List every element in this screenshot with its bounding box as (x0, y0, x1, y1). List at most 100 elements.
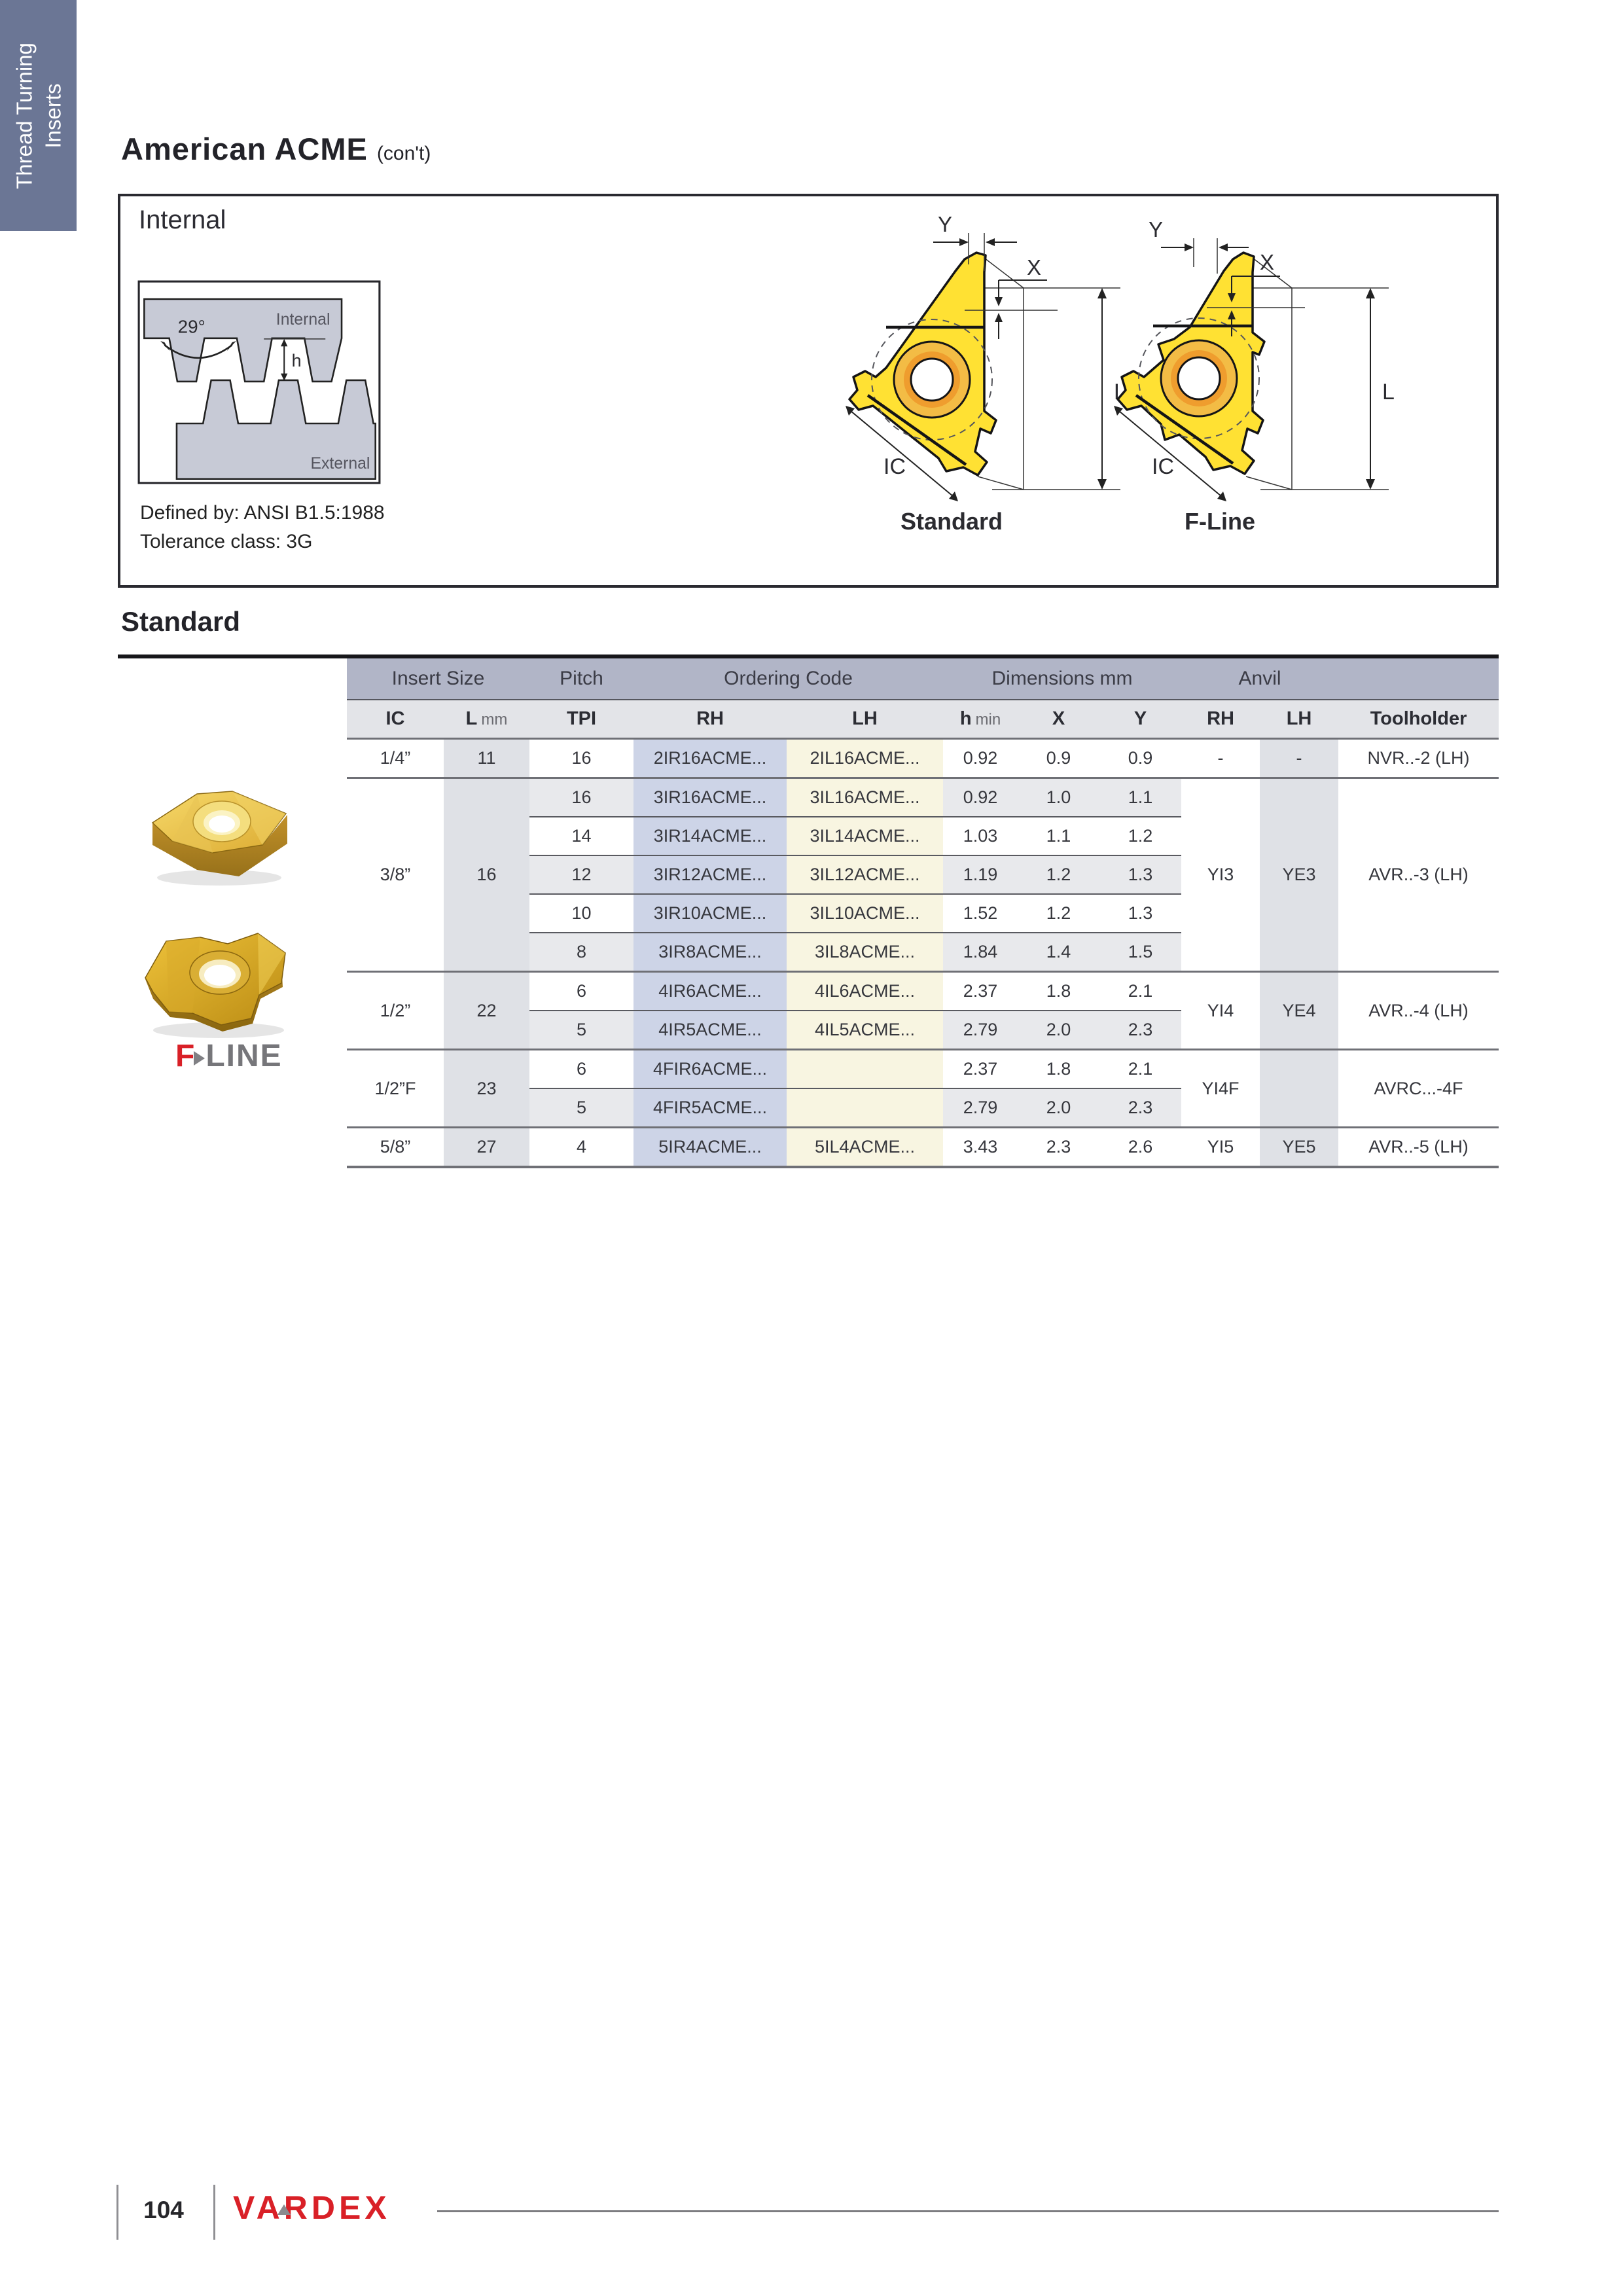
dim-l-label: L (1382, 380, 1395, 404)
cell-anvil-rh: YI4F (1181, 1049, 1260, 1128)
footer-divider-left (116, 2185, 118, 2240)
cell-y: 2.3 (1099, 1010, 1182, 1050)
chapter-tab-line2: Inserts (40, 82, 65, 149)
cell-l: 23 (444, 1049, 530, 1128)
internal-thread-label: Internal (276, 311, 330, 329)
cell-lh-code: 2IL16ACME... (787, 738, 944, 778)
cell-lh-code: 3IL8ACME... (787, 932, 944, 972)
group-header-row: Insert Size Pitch Ordering Code Dimensio… (347, 658, 1499, 700)
tolerance-text: Tolerance class: 3G (140, 531, 313, 552)
standard-insert-diagram: Y X L IC Standard (827, 212, 1141, 581)
cell-y: 1.3 (1099, 893, 1182, 933)
col-header-lh: LH (787, 700, 944, 740)
cell-toolholder: AVRC...-4F (1338, 1049, 1499, 1128)
page-title-sub: (con't) (376, 143, 431, 164)
cell-tpi: 8 (529, 932, 634, 972)
cell-hmin: 2.79 (943, 1088, 1018, 1128)
cell-anvil-rh: - (1181, 738, 1260, 778)
cell-lh-code: 3IL14ACME... (787, 816, 944, 855)
cell-tpi: 12 (529, 855, 634, 894)
group-header-insert-size: Insert Size (347, 658, 530, 700)
cell-y: 2.1 (1099, 971, 1182, 1011)
cell-rh-code: 4IR6ACME... (633, 971, 787, 1011)
cell-anvil-lh (1260, 1049, 1339, 1128)
fline-logo-f: F (175, 1039, 195, 1073)
standard-insert-table: Insert Size Pitch Ordering Code Dimensio… (347, 658, 1499, 1168)
fline-insert-photo (145, 933, 286, 1038)
cell-anvil-lh: YE3 (1260, 777, 1339, 972)
cell-hmin: 1.03 (943, 816, 1018, 855)
cell-toolholder: NVR..-2 (LH) (1338, 738, 1499, 778)
cell-rh-code: 4FIR6ACME... (633, 1049, 787, 1088)
cell-rh-code: 4FIR5ACME... (633, 1088, 787, 1128)
cell-rh-code: 3IR10ACME... (633, 893, 787, 933)
cell-lh-code: 3IL12ACME... (787, 855, 944, 894)
cell-lh-code: 3IL10ACME... (787, 893, 944, 933)
table-row: 14 3IR14ACME... 3IL14ACME... 1.03 1.1 1.… (347, 816, 1499, 855)
section-rule (118, 655, 1499, 658)
standard-definition: Defined by: ANSI B1.5:1988 Tolerance cla… (140, 499, 385, 556)
cell-anvil-lh: YE5 (1260, 1126, 1339, 1168)
cell-x: 1.4 (1018, 932, 1100, 972)
dim-x-label: X (1027, 255, 1041, 279)
cell-x: 1.0 (1018, 777, 1100, 817)
table-row: 3/8” 16 16 3IR16ACME... 3IL16ACME... 0.9… (347, 777, 1499, 972)
cell-lh-code: 4IL6ACME... (787, 971, 944, 1011)
cell-hmin: 2.37 (943, 1049, 1018, 1088)
group-header-pitch: Pitch (529, 658, 634, 700)
angle-label: 29° (178, 317, 205, 337)
cell-anvil-lh: YE4 (1260, 971, 1339, 1050)
cell-rh-code: 3IR14ACME... (633, 816, 787, 855)
col-header-anvil-rh: RH (1181, 700, 1260, 740)
cell-lh-code: 5IL4ACME... (787, 1126, 944, 1168)
cell-hmin: 3.43 (943, 1126, 1018, 1168)
fline-diagram-label: F-Line (1185, 508, 1255, 535)
cell-tpi: 10 (529, 893, 634, 933)
table-row: 5 4IR5ACME... 4IL5ACME... 2.79 2.0 2.3 (347, 1010, 1499, 1050)
cell-toolholder: AVR..-5 (LH) (1338, 1126, 1499, 1168)
group-header-anvil: Anvil (1181, 658, 1339, 700)
table-row: 5 4FIR5ACME... 2.79 2.0 2.3 (347, 1088, 1499, 1128)
cell-tpi: 6 (529, 971, 634, 1011)
cell-hmin: 2.37 (943, 971, 1018, 1011)
dim-ic-label: IC (883, 454, 906, 479)
table-row: 1/2”F 23 6 4FIR6ACME... 2.37 1.8 2.1 YI4… (347, 1049, 1499, 1128)
cell-toolholder: AVR..-3 (LH) (1338, 777, 1499, 972)
cell-lh-code (787, 1049, 944, 1088)
table-row: 12 3IR12ACME... 3IL12ACME... 1.19 1.2 1.… (347, 855, 1499, 894)
cell-rh-code: 2IR16ACME... (633, 738, 787, 778)
cell-y: 0.9 (1099, 738, 1182, 778)
internal-panel: Internal Internal External 29° h Defined… (118, 194, 1499, 588)
fline-insert-diagram: Y X L IC F-Line (1096, 215, 1410, 581)
dim-y-label: Y (1149, 217, 1163, 242)
cell-toolholder: AVR..-4 (LH) (1338, 971, 1499, 1050)
cell-hmin: 0.92 (943, 738, 1018, 778)
cell-tpi: 5 (529, 1088, 634, 1128)
table-row: 1/2” 22 6 4IR6ACME... 4IL6ACME... 2.37 1… (347, 971, 1499, 1050)
cell-tpi: 4 (529, 1126, 634, 1168)
cell-ic: 1/2”F (347, 1049, 444, 1128)
table-row: 5/8” 27 4 5IR4ACME... 5IL4ACME... 3.43 2… (347, 1126, 1499, 1168)
col-header-tpi: TPI (529, 700, 634, 740)
cell-x: 0.9 (1018, 738, 1100, 778)
cell-anvil-rh: YI5 (1181, 1126, 1260, 1168)
standard-diagram-label: Standard (900, 508, 1003, 535)
cell-x: 1.8 (1018, 1049, 1100, 1088)
cell-x: 1.1 (1018, 816, 1100, 855)
vardex-logo-triangle-icon (277, 2204, 291, 2215)
internal-panel-label: Internal (139, 206, 226, 234)
cell-rh-code: 5IR4ACME... (633, 1126, 787, 1168)
cell-hmin: 1.19 (943, 855, 1018, 894)
cell-y: 2.6 (1099, 1126, 1182, 1168)
cell-y: 1.5 (1099, 932, 1182, 972)
dim-ic-label: IC (1152, 454, 1174, 479)
cell-anvil-rh: YI3 (1181, 777, 1260, 972)
dim-y-label: Y (938, 215, 952, 236)
col-header-x: X (1018, 700, 1100, 740)
cell-x: 2.0 (1018, 1010, 1100, 1050)
cell-rh-code: 4IR5ACME... (633, 1010, 787, 1050)
cell-y: 1.3 (1099, 855, 1182, 894)
cell-hmin: 2.79 (943, 1010, 1018, 1050)
page-number: 104 (143, 2197, 184, 2223)
